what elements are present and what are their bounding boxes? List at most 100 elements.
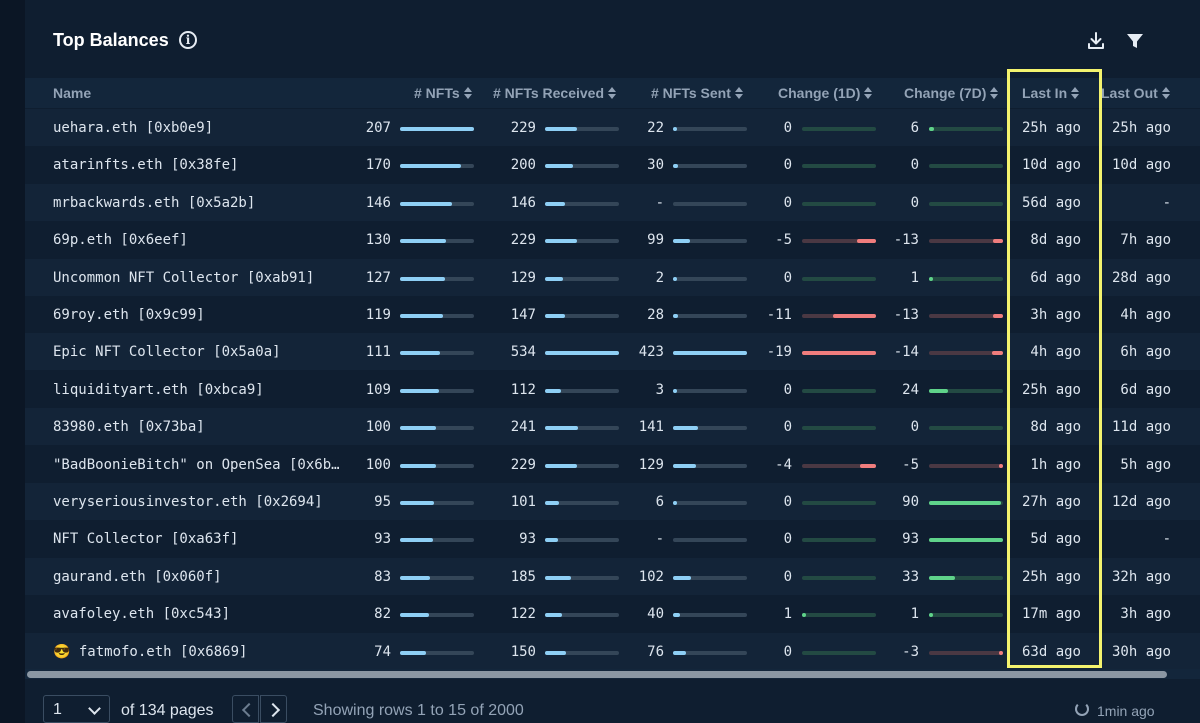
refresh-icon[interactable] [1075,702,1089,716]
table-row[interactable]: 83980.eth [0x73ba] 100 241 141 0 0 8d ago 11d a… [25,408,1200,446]
last-out-value: 7h ago [1120,232,1171,249]
table-row[interactable]: liquidityart.eth [0xbca9] 109 112 3 0 24 25h a… [25,371,1200,408]
nfts-bar-fill [400,613,429,618]
download-icon[interactable] [1085,30,1107,52]
scrollbar-thumb[interactable] [27,671,1167,678]
nfts-count: 127 [365,269,391,286]
change-7d-bar [929,314,1003,318]
account-name[interactable]: 69roy.eth [0x9c99] [53,307,205,323]
column-header-change-1d[interactable]: Change (1D) [778,85,873,101]
page-count: of 134 pages [121,702,214,719]
account-name[interactable]: atarinfts.eth [0x38fe] [53,157,239,174]
column-header-nfts[interactable]: # NFTs [414,85,473,101]
column-header-name-label: Name [53,85,92,101]
account-name[interactable]: NFT Collector [0xa63f] [53,531,239,548]
column-header-sent[interactable]: # NFTs Sent [651,85,744,101]
change-7d-value: -13 [893,307,919,323]
change-1d-bar [802,538,876,543]
table-row[interactable]: NFT Collector [0xa63f] 93 93 - 0 93 5d ago - [25,520,1200,557]
sort-icon[interactable] [864,86,873,100]
change-7d-bar [929,501,1003,505]
nfts-bar-fill [400,276,445,281]
account-name[interactable]: "BadBoonieBitch" on OpenSea [0x6b… [53,456,340,473]
change-7d-bar-fill [929,575,955,580]
change-7d-value: 90 [902,494,919,510]
account-name[interactable]: mrbackwards.eth [0x5a2b] [53,194,256,211]
change-1d-bar-fill [833,314,876,318]
page-title: Top Balances [53,30,169,50]
column-header-last-out[interactable]: Last Out [1101,85,1171,101]
account-name[interactable]: liquidityart.eth [0xbca9] [53,381,264,398]
table-row[interactable]: 69roy.eth [0x9c99] 119 147 28 -11 -13 3h ago 4h… [25,296,1200,333]
change-1d-value: -19 [766,344,792,361]
prev-page-button[interactable] [232,695,259,723]
received-bar [545,613,619,618]
account-name[interactable]: Uncommon NFT Collector [0xab91] [53,269,315,286]
next-page-button[interactable] [260,695,287,723]
received-count: 534 [510,344,536,361]
change-7d-value: 24 [902,381,919,398]
received-count: 229 [510,456,536,473]
last-out-value: 28d ago [1111,269,1171,286]
account-name[interactable]: gaurand.eth [0x060f] [53,568,222,585]
sort-icon[interactable] [1161,86,1171,100]
received-bar-fill [545,127,577,131]
account-name[interactable]: Epic NFT Collector [0x5a0a] [53,344,281,361]
sent-bar [673,351,747,356]
received-bar [545,463,619,468]
column-header-last-in[interactable]: Last In [1022,85,1080,101]
nfts-count: 74 [374,643,391,660]
table-row[interactable]: Uncommon NFT Collector [0xab91] 127 129 2 0 1… [25,258,1200,296]
column-header-name[interactable]: Name [53,85,91,101]
column-header-received[interactable]: # NFTs Received [493,85,617,101]
received-bar-fill [545,426,578,431]
sent-bar [673,501,747,505]
received-bar [545,650,619,655]
table-row[interactable]: gaurand.eth [0x060f] 83 185 102 0 33 25h ago 32… [25,557,1200,595]
table-row[interactable]: veryseriousinvestor.eth [0x2694] 95 101 6 0 9… [25,483,1200,520]
sort-icon[interactable] [463,86,473,100]
table-row[interactable]: 69p.eth [0x6eef] 130 229 99 -5 -13 8d ago 7h ag… [25,221,1200,258]
table-row[interactable]: atarinfts.eth [0x38fe] 170 200 30 0 0 10d ago 1… [25,146,1200,183]
last-in-value: 1h ago [1030,456,1081,473]
table-row[interactable]: mrbackwards.eth [0x5a2b] 146 146 - 0 0 56d ago… [25,183,1200,221]
account-name[interactable]: 83980.eth [0x73ba] [53,419,205,436]
account-name[interactable]: uehara.eth [0xb0e9] [53,120,214,136]
last-out-value: 25h ago [1111,120,1171,136]
change-1d-value: 0 [783,157,792,174]
info-icon[interactable]: i [179,31,197,49]
nfts-bar [400,613,474,618]
page-select[interactable]: 1 [43,695,110,723]
sort-icon[interactable] [1071,86,1080,100]
received-count: 150 [510,643,536,660]
account-name[interactable]: avafoley.eth [0xc543] [53,606,231,623]
sent-count: 6 [655,494,664,510]
received-bar-fill [545,650,566,655]
received-bar-fill [545,239,577,244]
column-header-nfts-label: # NFTs [414,85,460,101]
nfts-count: 207 [365,120,391,136]
sort-icon[interactable] [734,86,744,100]
table-row[interactable]: Epic NFT Collector [0x5a0a] 111 534 423 -19 -… [25,333,1200,371]
account-name[interactable]: 😎 fatmofo.eth [0x6869] [53,643,248,660]
received-count: 146 [510,194,536,211]
account-name[interactable]: veryseriousinvestor.eth [0x2694] [53,494,323,510]
change-7d-bar [929,650,1003,655]
filter-icon[interactable] [1124,30,1146,52]
table-row[interactable]: avafoley.eth [0xc543] 82 122 40 1 1 17m ago 3h … [25,595,1200,632]
sort-icon[interactable] [608,86,617,100]
nfts-bar [400,239,474,244]
table-row[interactable]: 😎 fatmofo.eth [0x6869] 74 150 76 0 -3 63d ago 3… [25,632,1200,670]
change-7d-bar [929,127,1003,131]
last-out-value: 30h ago [1111,643,1171,660]
last-in-value: 8d ago [1030,232,1081,249]
received-bar-fill [545,164,573,169]
last-out-value: 4h ago [1120,307,1171,323]
table-row[interactable]: "BadBoonieBitch" on OpenSea [0x6b… 100 229… [25,446,1200,483]
last-out-value: 10d ago [1111,157,1171,174]
column-header-change-7d[interactable]: Change (7D) [904,85,999,101]
account-name[interactable]: 69p.eth [0x6eef] [53,232,188,249]
received-bar-fill [545,201,565,206]
sort-icon[interactable] [990,86,999,100]
table-row[interactable]: uehara.eth [0xb0e9] 207 229 22 0 6 25h ago 25h … [25,109,1200,146]
